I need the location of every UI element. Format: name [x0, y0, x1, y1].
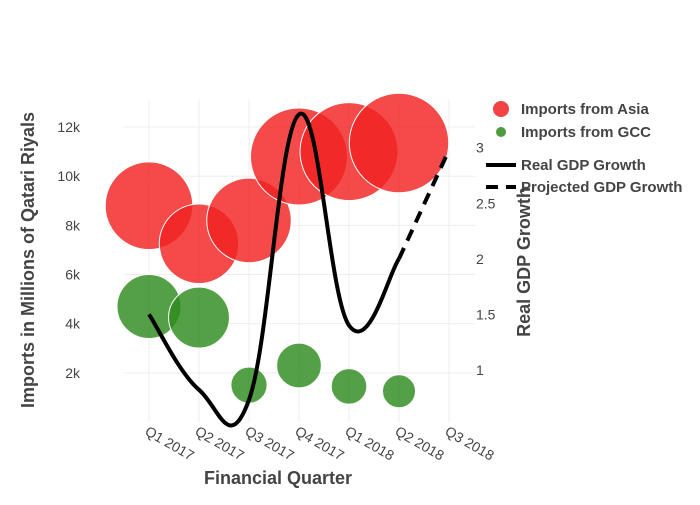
legend: Imports from Asia Imports from GCC Real GD… — [486, 101, 682, 196]
x-tick-label: Q3 2018 — [443, 423, 498, 464]
x-tick-label: Q4 2017 — [293, 423, 348, 464]
y-tick-label: 8k — [65, 217, 81, 233]
legend-item: Imports from GCC — [496, 124, 651, 141]
legend-marker-icon — [493, 101, 509, 117]
y-tick-label: 4k — [65, 316, 81, 332]
x-axis-title: Financial Quarter — [204, 468, 352, 488]
gdp-lines — [147, 111, 451, 428]
y2-tick-label: 2 — [476, 251, 484, 267]
bubble-imports-from-gcc — [381, 374, 417, 409]
legend-label: Imports from Asia — [521, 101, 649, 118]
x-tick-label: Q3 2017 — [243, 423, 298, 464]
y-tick-label: 12k — [57, 119, 81, 135]
y2-tick-label: 3 — [476, 140, 484, 156]
y2-tick-label: 1 — [476, 362, 484, 378]
bubble-imports-from-gcc — [276, 342, 322, 389]
line-real-gdp-growth — [147, 111, 401, 428]
bubble-imports-from-gcc — [168, 286, 230, 349]
y2-axis-ticks: 1 1.5 2 2.5 3 — [476, 140, 496, 378]
legend-label: Projected GDP Growth — [521, 179, 682, 196]
legend-item: Real GDP Growth — [486, 157, 646, 174]
legend-item: Projected GDP Growth — [486, 179, 682, 196]
y-tick-label: 10k — [57, 168, 81, 184]
x-tick-label: Q2 2018 — [393, 423, 448, 464]
x-tick-label: Q1 2018 — [343, 423, 398, 464]
y-tick-label: 2k — [65, 365, 81, 381]
bubbles — [104, 92, 450, 409]
line-projected-gdp-growth — [397, 149, 451, 260]
y2-tick-label: 2.5 — [476, 195, 496, 211]
y2-axis-title: Real GDP Growth — [514, 187, 534, 337]
bubble-imports-from-asia — [348, 92, 450, 194]
legend-label: Real GDP Growth — [521, 157, 646, 174]
y-axis-ticks: 2k 4k 6k 8k 10k 12k — [57, 119, 81, 381]
x-tick-label: Q2 2017 — [193, 423, 248, 464]
x-tick-label: Q1 2017 — [143, 423, 198, 464]
y-axis-title: Imports in Millions of Qatari Riyals — [18, 112, 38, 408]
legend-item: Imports from Asia — [493, 101, 649, 118]
bubble-imports-from-asia — [206, 177, 292, 264]
y2-tick-label: 1.5 — [476, 306, 496, 322]
legend-label: Imports from GCC — [521, 124, 651, 141]
y-tick-label: 6k — [65, 267, 81, 283]
legend-marker-icon — [496, 127, 506, 137]
bubble-imports-from-gcc — [330, 368, 368, 405]
